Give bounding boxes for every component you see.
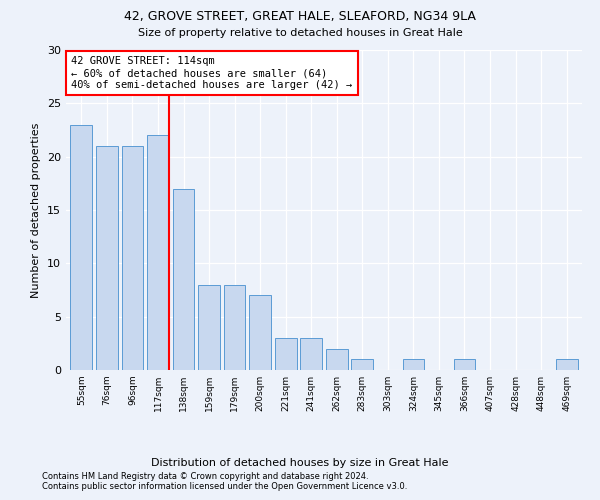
Bar — [224, 284, 245, 370]
Text: Contains public sector information licensed under the Open Government Licence v3: Contains public sector information licen… — [42, 482, 407, 491]
Text: 42, GROVE STREET, GREAT HALE, SLEAFORD, NG34 9LA: 42, GROVE STREET, GREAT HALE, SLEAFORD, … — [124, 10, 476, 23]
Bar — [249, 296, 271, 370]
Text: 42 GROVE STREET: 114sqm
← 60% of detached houses are smaller (64)
40% of semi-de: 42 GROVE STREET: 114sqm ← 60% of detache… — [71, 56, 352, 90]
Bar — [122, 146, 143, 370]
Bar — [70, 124, 92, 370]
Bar — [556, 360, 578, 370]
Bar — [96, 146, 118, 370]
Bar — [352, 360, 373, 370]
Bar — [454, 360, 475, 370]
Bar — [147, 136, 169, 370]
Bar — [403, 360, 424, 370]
Text: Size of property relative to detached houses in Great Hale: Size of property relative to detached ho… — [137, 28, 463, 38]
Text: Contains HM Land Registry data © Crown copyright and database right 2024.: Contains HM Land Registry data © Crown c… — [42, 472, 368, 481]
Bar — [198, 284, 220, 370]
Bar — [301, 338, 322, 370]
Text: Distribution of detached houses by size in Great Hale: Distribution of detached houses by size … — [151, 458, 449, 468]
Y-axis label: Number of detached properties: Number of detached properties — [31, 122, 41, 298]
Bar — [326, 348, 347, 370]
Bar — [275, 338, 296, 370]
Bar — [173, 188, 194, 370]
